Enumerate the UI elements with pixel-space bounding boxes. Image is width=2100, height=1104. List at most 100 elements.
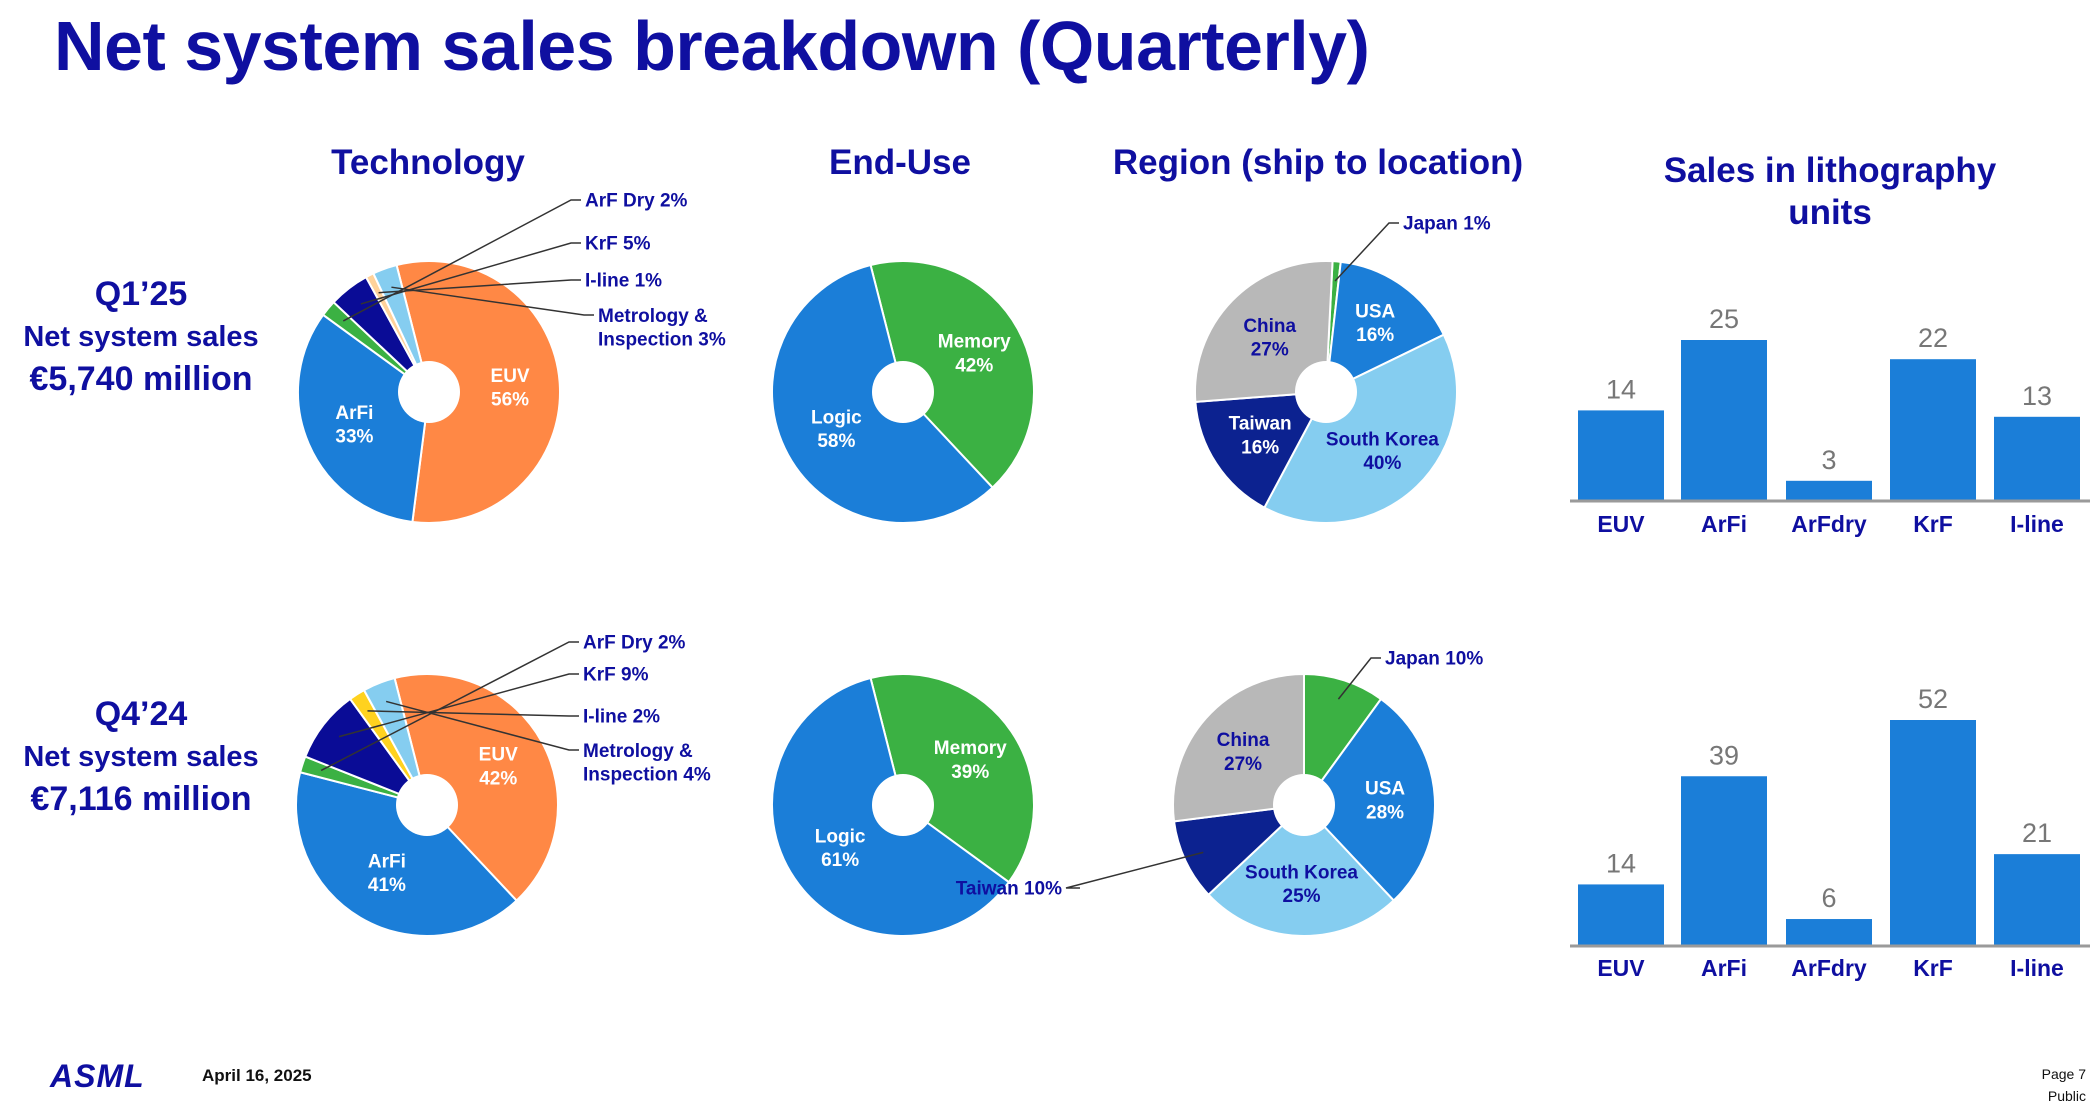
leader-line-arf-dry <box>320 641 579 772</box>
chart-units-q4: 14 EUV 39 ArFi 6 ArFdry 52 KrF 21 I-line <box>1570 684 2090 981</box>
bar-i-line <box>1994 854 2080 945</box>
data-label-euv: EUV 56% <box>491 366 530 411</box>
category-label-krf: KrF <box>1913 511 1953 537</box>
data-label-taiwan: Taiwan 10% <box>956 879 1062 900</box>
net-sales-amount: €7,116 million <box>30 780 252 818</box>
bar-value-krf: 22 <box>1918 323 1948 353</box>
bar-euv <box>1578 884 1664 945</box>
quarter-label: Q4’24 <box>94 695 188 733</box>
bar-value-arfi: 39 <box>1709 740 1739 770</box>
pie-slice-taiwan <box>1194 390 1328 509</box>
leader-line-japan <box>1337 657 1381 700</box>
donut-hole <box>398 361 460 423</box>
pie-slice-memory <box>869 260 1035 490</box>
bar-arfi <box>1681 776 1767 945</box>
data-label-krf: KrF 5% <box>585 234 651 255</box>
data-label-japan: Japan 1% <box>1403 214 1491 235</box>
chart-region-q4: Japan 10% USA 28%South Korea 25% Taiwan 10% C… <box>956 649 1483 937</box>
leader-line-metrology-inspection <box>385 700 579 751</box>
bar-value-arfdry: 3 <box>1821 445 1836 475</box>
bar-arfdry <box>1786 480 1872 500</box>
leader-line-japan <box>1334 222 1399 282</box>
footer-date: April 16, 2025 <box>202 1066 312 1085</box>
data-label-logic: Logic 58% <box>811 407 862 452</box>
pie-slice-memory <box>869 673 1035 884</box>
bar-euv <box>1578 410 1664 500</box>
category-label-euv: EUV <box>1597 511 1645 537</box>
donut-hole <box>396 774 458 836</box>
data-label-arf-dry: ArF Dry 2% <box>585 191 688 212</box>
leader-line-i-line <box>378 279 581 294</box>
leader-line-taiwan <box>1065 851 1204 889</box>
classification-label: Public <box>2047 1088 2086 1104</box>
leader-line-metrology-inspection <box>391 286 594 316</box>
bar-arfdry <box>1786 919 1872 945</box>
bar-krf <box>1890 720 1976 945</box>
donut-hole <box>1295 361 1357 423</box>
row-label-q1-25: Q1’25 Net system sales €5,740 million <box>0 272 282 400</box>
data-label-logic: Logic 61% <box>815 826 866 871</box>
data-label-japan: Japan 10% <box>1385 649 1483 670</box>
category-label-i-line: I-line <box>2010 511 2064 537</box>
leader-line-i-line <box>367 710 579 717</box>
leader-line-arf-dry <box>342 199 581 322</box>
data-label-i-line: I-line 1% <box>585 271 662 292</box>
bar-value-euv: 14 <box>1606 848 1636 878</box>
data-label-krf: KrF 9% <box>583 665 649 686</box>
page-number: Page 7 <box>2041 1066 2086 1082</box>
data-label-arfi: ArFi 41% <box>368 851 406 896</box>
row-label-q4-24: Q4’24 Net system sales €7,116 million <box>0 692 282 820</box>
category-label-arfi: ArFi <box>1701 955 1747 981</box>
data-label-metrology-inspection: Metrology & Inspection 3% <box>598 306 726 351</box>
data-label-arf-dry: ArF Dry 2% <box>583 633 686 654</box>
header-region: Region (ship to location) <box>1112 143 1524 182</box>
data-label-south-korea: South Korea 40% <box>1326 429 1439 474</box>
category-label-krf: KrF <box>1913 955 1953 981</box>
net-sales-label: Net system sales <box>23 321 259 353</box>
pie-slice-south-korea <box>1207 803 1396 937</box>
page-title: Net system sales breakdown (Quarterly) <box>54 7 1370 85</box>
data-label-usa: USA 16% <box>1355 301 1395 346</box>
header-technology: Technology <box>331 143 525 182</box>
chart-enduse-q1: Memory 42% Logic 58% <box>771 260 1035 524</box>
pie-slice-metrology-inspection <box>362 676 428 806</box>
chart-tech-q4: EUV 42% ArFi 41% ArF Dry 2% KrF 9% I-line 2% Me… <box>295 633 711 937</box>
bar-value-i-line: 13 <box>2022 381 2052 411</box>
data-label-arfi: ArFi 33% <box>335 403 373 448</box>
pie-slice-usa <box>1324 260 1446 394</box>
data-label-memory: Memory 42% <box>938 332 1011 377</box>
bar-i-line <box>1994 416 2080 500</box>
data-label-i-line: I-line 2% <box>583 707 660 728</box>
pie-slice-taiwan <box>1172 803 1307 897</box>
bar-value-krf: 52 <box>1918 684 1948 714</box>
pie-slice-euv <box>395 260 561 524</box>
donut-hole <box>872 774 934 836</box>
data-label-euv: EUV 42% <box>479 745 518 790</box>
category-label-arfdry: ArFdry <box>1791 955 1867 981</box>
data-label-usa: USA 28% <box>1365 779 1405 824</box>
asml-logo: ASML <box>50 1058 145 1094</box>
quarter-label: Q1’25 <box>94 275 188 313</box>
bar-arfi <box>1681 340 1767 500</box>
net-sales-label: Net system sales <box>23 741 259 773</box>
chart-region-q1: Japan 1% USA 16% South Korea 40% Taiwan 16% Chi… <box>1193 214 1491 524</box>
pie-slice-usa <box>1302 697 1436 902</box>
category-label-i-line: I-line <box>2010 955 2064 981</box>
bar-krf <box>1890 359 1976 500</box>
bar-value-arfi: 25 <box>1709 304 1739 334</box>
category-label-euv: EUV <box>1597 955 1645 981</box>
chart-units-q1: 14 EUV 25 ArFi 3 ArFdry 22 KrF 13 I-line <box>1570 304 2090 537</box>
chart-tech-q1: EUV 56% ArFi 33% ArF Dry 2% KrF 5% I-line 1% Me… <box>297 191 726 524</box>
pie-slice-china <box>1172 672 1305 823</box>
header-units: Sales in lithography units <box>1663 151 1997 232</box>
donut-hole <box>1273 774 1335 836</box>
data-label-china: China 27% <box>1243 316 1296 361</box>
pie-slice-south-korea <box>1263 333 1458 524</box>
leader-line-krf <box>338 673 579 738</box>
pie-slice-arfi <box>297 313 431 524</box>
category-label-arfdry: ArFdry <box>1791 511 1867 537</box>
pie-slice-japan <box>1303 672 1383 809</box>
leader-line-krf <box>360 242 581 305</box>
header-end-use: End-Use <box>829 143 971 182</box>
